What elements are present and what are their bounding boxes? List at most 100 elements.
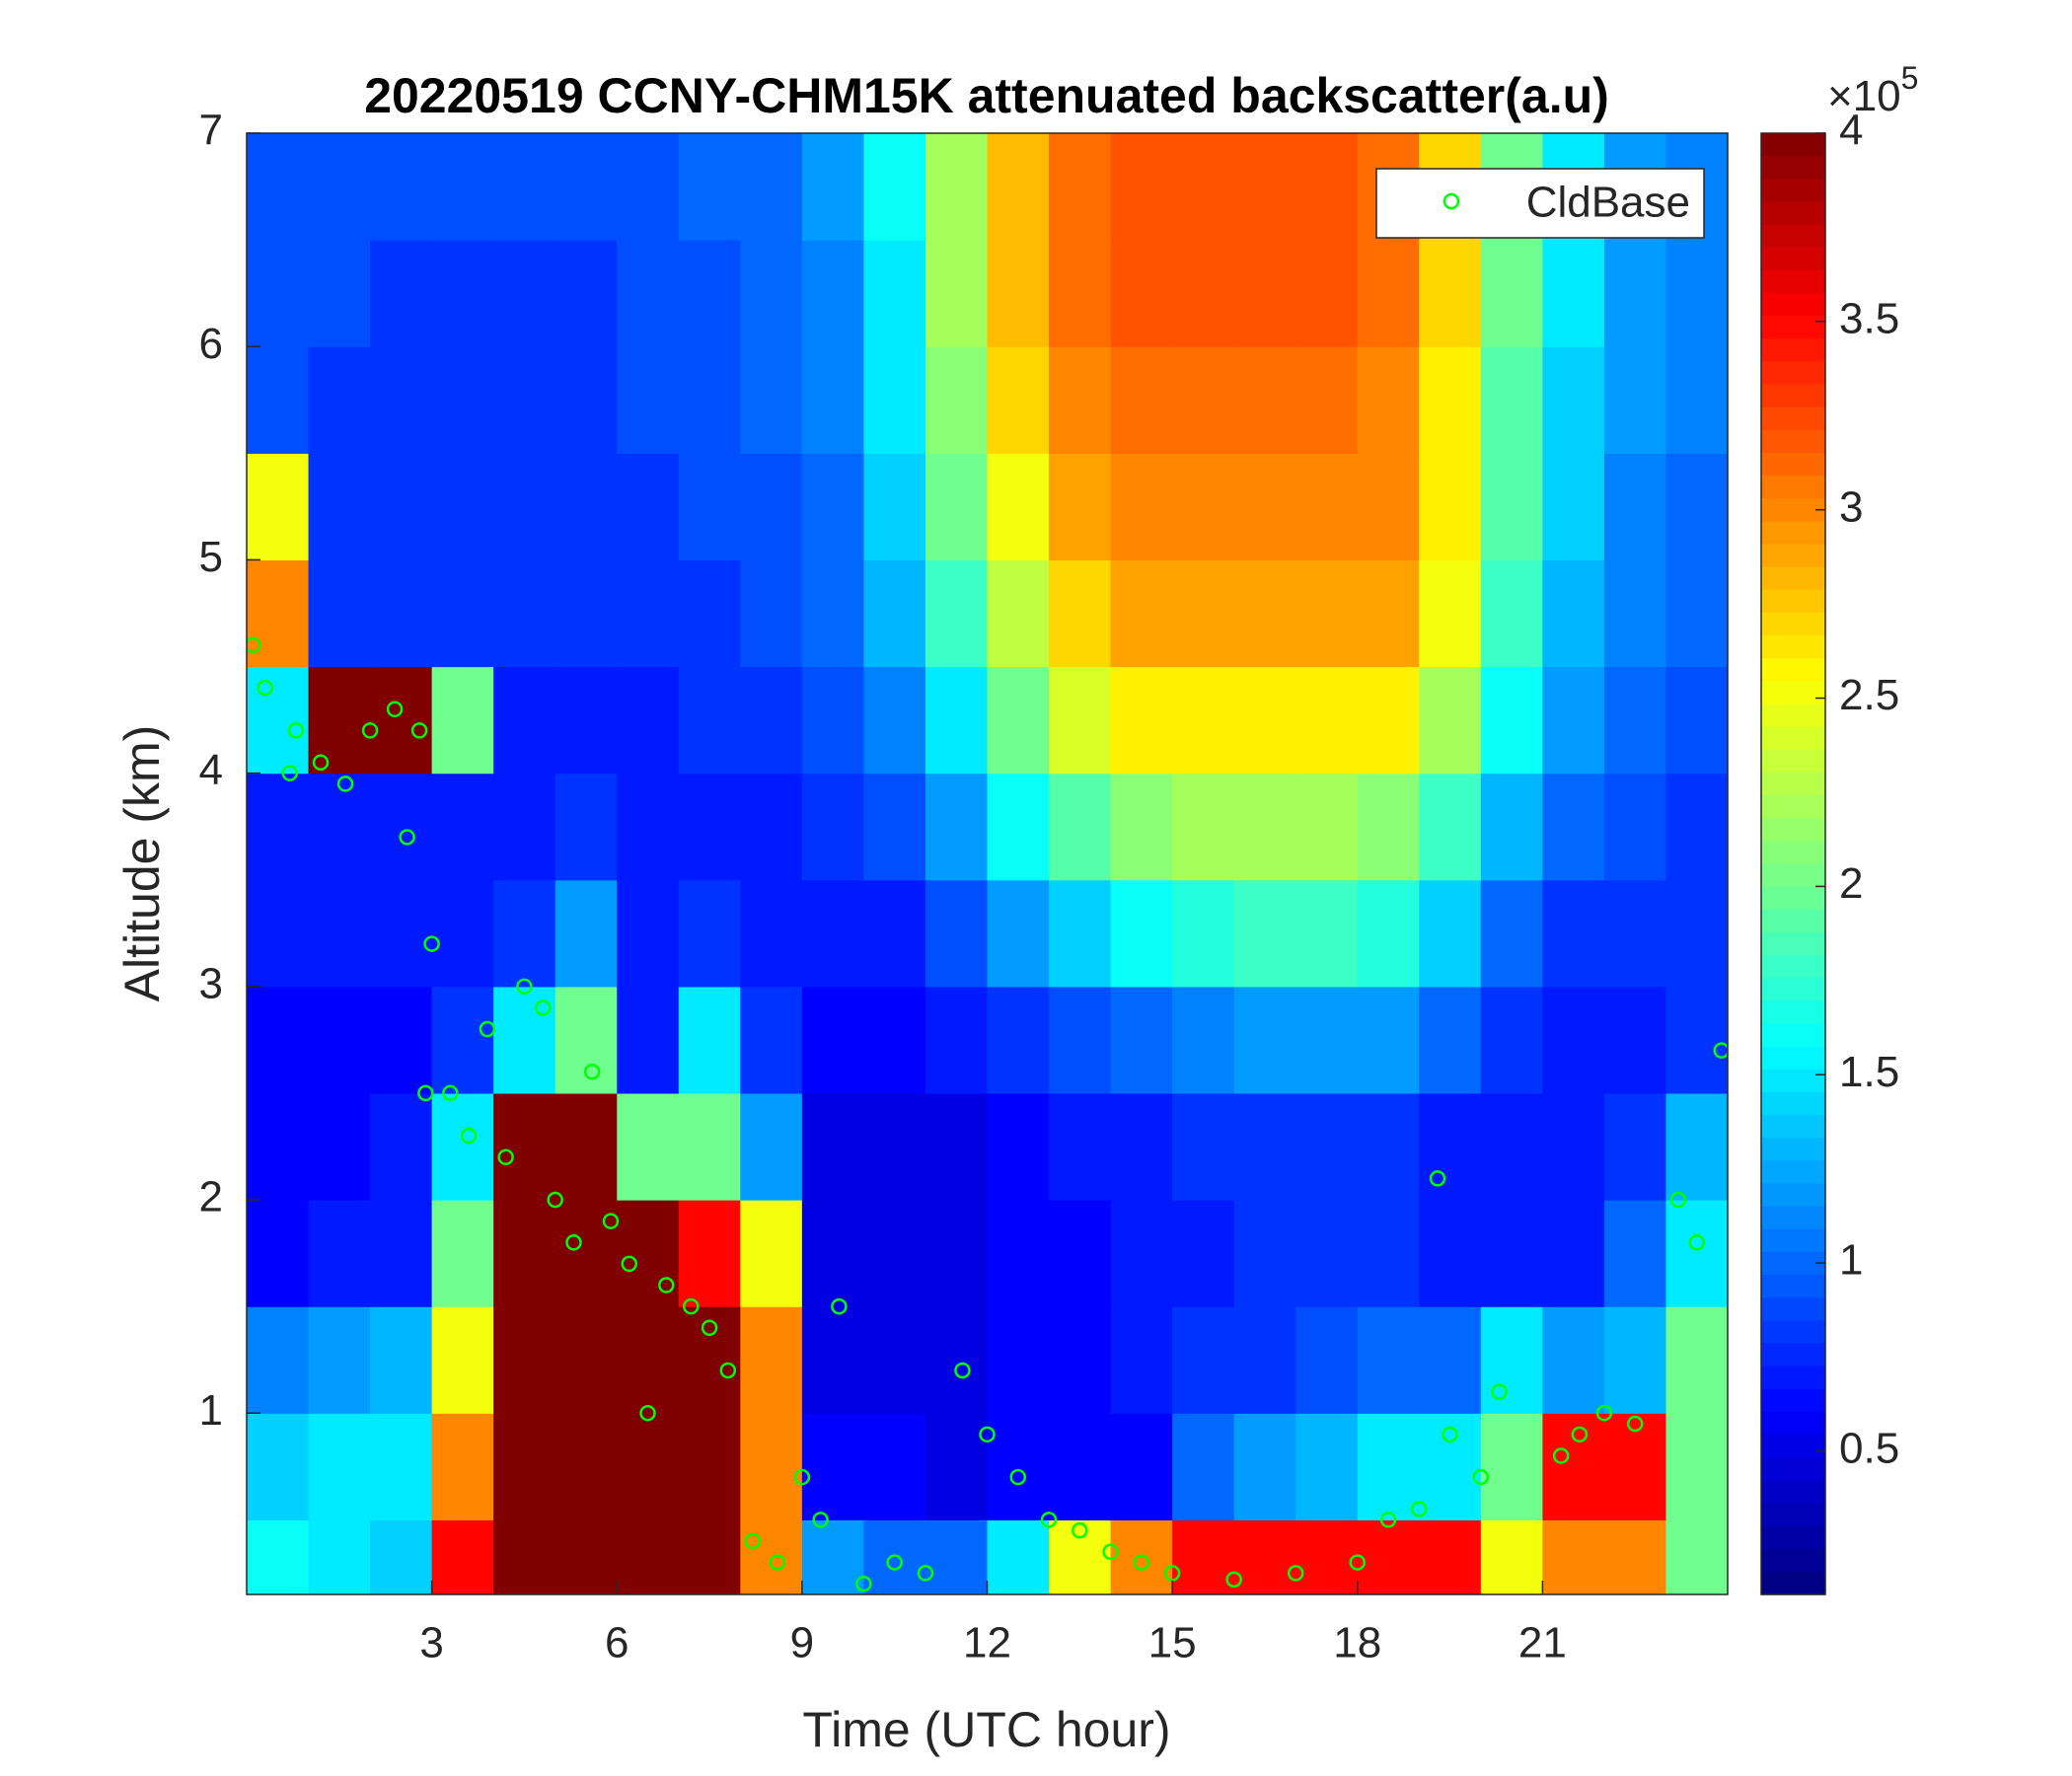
heatmap-cell: [1480, 879, 1543, 988]
heatmap-cell: [1542, 1519, 1605, 1594]
y-tick-label: 6: [199, 320, 223, 368]
heatmap-cell: [740, 346, 803, 454]
colorbar-segment: [1761, 566, 1825, 591]
heatmap-cell: [1172, 1092, 1235, 1201]
heatmap-cell: [493, 453, 556, 561]
x-tick-label: 21: [1518, 1619, 1567, 1667]
colorbar-frame: [1760, 132, 1826, 1595]
colorbar-segment: [1761, 681, 1825, 705]
cloud-base-point: [257, 679, 274, 697]
heatmap-cell: [1172, 453, 1235, 561]
heatmap-cell: [925, 1200, 989, 1307]
heatmap-cell: [1357, 1519, 1420, 1594]
heatmap-cell: [308, 1200, 371, 1307]
heatmap-cell: [1110, 1306, 1173, 1414]
heatmap-cell: [987, 773, 1050, 881]
cloud-base-point: [1552, 1447, 1570, 1464]
heatmap-cell: [740, 773, 803, 881]
heatmap-cell: [1480, 453, 1543, 561]
cloud-base-point: [410, 722, 428, 739]
heatmap-cell: [987, 1413, 1050, 1520]
heatmap-cell: [801, 666, 865, 775]
heatmap-cell: [1603, 559, 1667, 668]
heatmap-cell: [987, 986, 1050, 1094]
heatmap-cell: [1419, 1519, 1482, 1594]
heatmap-cell: [1357, 559, 1420, 668]
heatmap-cell: [1665, 1519, 1728, 1594]
heatmap-cell: [1419, 1200, 1482, 1307]
heatmap-cell: [1295, 879, 1359, 988]
colorbar-segment: [1761, 407, 1825, 431]
heatmap-cell: [1049, 1413, 1112, 1520]
heatmap-cell: [431, 240, 494, 347]
heatmap-cell: [1665, 453, 1728, 561]
heatmap-cell: [431, 1519, 494, 1594]
cloud-base-point: [886, 1554, 903, 1571]
heatmap-cell: [863, 1306, 926, 1414]
cloud-base-point: [1102, 1543, 1119, 1561]
colorbar-segment: [1761, 1000, 1825, 1025]
colorbar-tick-label: 2: [1839, 859, 1863, 908]
colorbar-segment: [1761, 1297, 1825, 1321]
colorbar-segment: [1761, 133, 1825, 157]
heatmap-cell: [801, 453, 865, 561]
colorbar-segment: [1761, 384, 1825, 408]
heatmap-cell: [431, 1092, 494, 1201]
colorbar-segment: [1761, 749, 1825, 774]
heatmap-cell: [1233, 240, 1296, 347]
heatmap-cell: [1665, 1200, 1728, 1307]
heatmap-cell: [1665, 346, 1728, 454]
heatmap-cell: [1419, 240, 1482, 347]
heatmap-cell: [1172, 986, 1235, 1094]
cloud-base-point: [602, 1213, 620, 1229]
heatmap-cell: [1233, 346, 1296, 454]
heatmap-cell: [1542, 240, 1605, 347]
cloud-base-point: [479, 1020, 496, 1038]
colorbar-segment: [1761, 224, 1825, 249]
colorbar-segment: [1761, 1091, 1825, 1116]
colorbar-segment: [1761, 429, 1825, 454]
heatmap-cell: [493, 1519, 556, 1594]
heatmap-cell: [1233, 1519, 1296, 1594]
heatmap-cell: [1295, 1413, 1359, 1520]
scatter-layer: [247, 636, 1728, 1592]
heatmap-cell: [678, 559, 741, 668]
cloud-base-point: [547, 1191, 563, 1209]
colorbar-segment: [1761, 1160, 1825, 1185]
heatmap-cell: [1295, 986, 1359, 1094]
heatmap-cell: [1049, 879, 1112, 988]
colorbar-tick-label: 3.5: [1839, 294, 1899, 342]
heatmap-cell: [1665, 240, 1728, 347]
colorbar-segment: [1761, 156, 1825, 180]
heatmap-cell: [801, 773, 865, 881]
heatmap-cell: [1110, 1413, 1173, 1520]
heatmap-cell: [1603, 1306, 1667, 1414]
heatmap-cell: [555, 346, 618, 454]
colorbar-segment: [1761, 1457, 1825, 1481]
colorbar-segment: [1761, 201, 1825, 226]
heatmap-cell: [1110, 879, 1173, 988]
colorbar-segment: [1761, 1069, 1825, 1093]
heatmap-cell: [925, 346, 989, 454]
heatmap-cell: [617, 346, 680, 454]
heatmap-cell: [617, 133, 680, 241]
heatmap-cell: [1419, 666, 1482, 775]
x-tick-label: 18: [1333, 1619, 1381, 1667]
heatmap-cell: [801, 559, 865, 668]
heatmap-cell: [1172, 559, 1235, 668]
heatmap-cell: [925, 240, 989, 347]
heatmap-cell: [1480, 1519, 1543, 1594]
heatmap-cell: [1172, 1200, 1235, 1307]
heatmap-cell: [863, 773, 926, 881]
heatmap-cell: [555, 879, 618, 988]
colorbar-segment: [1761, 795, 1825, 819]
heatmap-cell: [1542, 879, 1605, 988]
colorbar-segment: [1761, 361, 1825, 386]
heatmap-cell: [431, 453, 494, 561]
colorbar-segment: [1761, 658, 1825, 682]
heatmap-cell: [1357, 1092, 1420, 1201]
heatmap-cell: [431, 1306, 494, 1414]
heatmap-cell: [555, 986, 618, 1094]
heatmap-cell: [1603, 879, 1667, 988]
heatmap-cell: [863, 666, 926, 775]
